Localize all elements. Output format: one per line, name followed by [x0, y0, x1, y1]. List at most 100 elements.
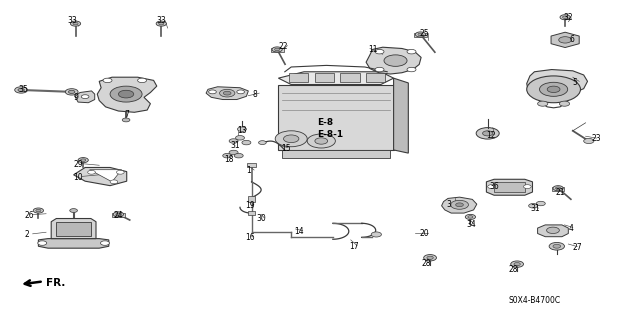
Circle shape: [524, 185, 531, 189]
Bar: [414, 33, 427, 37]
Circle shape: [527, 76, 580, 103]
Circle shape: [536, 201, 545, 206]
Text: 29: 29: [74, 160, 83, 169]
Circle shape: [236, 136, 244, 140]
Circle shape: [36, 209, 41, 212]
Circle shape: [456, 203, 463, 207]
Circle shape: [229, 139, 238, 143]
Circle shape: [220, 89, 235, 97]
Circle shape: [559, 37, 572, 43]
Text: 31: 31: [530, 204, 540, 213]
Text: 2: 2: [24, 230, 29, 239]
Circle shape: [275, 131, 307, 147]
Text: 18: 18: [224, 155, 234, 164]
Text: 32: 32: [563, 13, 573, 22]
Text: 14: 14: [294, 227, 304, 236]
Text: FR.: FR.: [46, 278, 65, 288]
Text: 35: 35: [18, 85, 28, 94]
Text: 15: 15: [282, 144, 291, 153]
Circle shape: [559, 101, 570, 106]
Bar: [248, 211, 255, 215]
Circle shape: [538, 101, 548, 106]
Bar: [112, 213, 125, 217]
Bar: [289, 73, 308, 82]
Circle shape: [100, 241, 109, 245]
Text: 28: 28: [509, 265, 518, 274]
Circle shape: [15, 87, 28, 93]
Circle shape: [78, 158, 88, 163]
Text: 20: 20: [419, 229, 429, 238]
Circle shape: [159, 22, 164, 25]
Circle shape: [81, 95, 89, 99]
Circle shape: [73, 22, 78, 25]
Circle shape: [511, 261, 524, 267]
Circle shape: [33, 208, 44, 213]
Polygon shape: [486, 179, 532, 195]
Circle shape: [529, 204, 538, 208]
Circle shape: [307, 134, 335, 148]
Bar: [315, 73, 334, 82]
Circle shape: [375, 67, 384, 72]
Circle shape: [407, 49, 416, 54]
Text: 9: 9: [74, 93, 79, 102]
Circle shape: [113, 212, 124, 217]
Circle shape: [110, 180, 118, 184]
Circle shape: [315, 138, 328, 144]
Text: 8: 8: [253, 90, 257, 99]
Bar: [552, 187, 564, 191]
Polygon shape: [206, 87, 248, 100]
Polygon shape: [442, 197, 477, 213]
Circle shape: [242, 140, 251, 145]
Circle shape: [483, 131, 493, 136]
Text: 5: 5: [573, 78, 578, 87]
Text: 12: 12: [486, 131, 496, 140]
Circle shape: [468, 216, 473, 218]
Text: 28: 28: [421, 259, 431, 268]
Circle shape: [488, 185, 495, 189]
Circle shape: [116, 170, 124, 174]
Text: 17: 17: [349, 242, 358, 251]
Circle shape: [156, 21, 166, 26]
Bar: [366, 73, 385, 82]
Polygon shape: [278, 72, 394, 85]
Circle shape: [451, 200, 468, 209]
Text: S0X4-B4700C: S0X4-B4700C: [509, 296, 561, 305]
Circle shape: [118, 90, 134, 98]
Text: 34: 34: [466, 220, 476, 229]
Circle shape: [272, 47, 282, 52]
Circle shape: [88, 170, 95, 174]
Circle shape: [81, 159, 86, 161]
Circle shape: [237, 90, 244, 94]
Text: 19: 19: [245, 201, 255, 210]
Text: 16: 16: [245, 233, 255, 242]
Circle shape: [556, 187, 561, 189]
Polygon shape: [51, 219, 96, 239]
Circle shape: [70, 21, 81, 26]
Bar: [248, 196, 255, 202]
Text: 24: 24: [114, 211, 124, 220]
Circle shape: [514, 263, 520, 266]
Polygon shape: [56, 222, 91, 236]
Text: 23: 23: [592, 134, 602, 143]
Circle shape: [116, 213, 121, 216]
Text: 22: 22: [278, 42, 288, 51]
Text: 26: 26: [24, 211, 34, 220]
Text: 13: 13: [237, 126, 246, 135]
Bar: [247, 163, 256, 167]
Circle shape: [122, 118, 130, 122]
Circle shape: [234, 153, 243, 158]
Text: 36: 36: [490, 182, 499, 191]
Circle shape: [229, 150, 238, 155]
Bar: [271, 48, 284, 52]
Text: 3: 3: [447, 200, 452, 209]
Circle shape: [549, 242, 564, 250]
Circle shape: [375, 49, 384, 54]
Bar: [340, 73, 360, 82]
Polygon shape: [527, 70, 588, 96]
Circle shape: [70, 209, 77, 212]
Text: 4: 4: [568, 224, 573, 233]
Circle shape: [553, 244, 561, 248]
Circle shape: [584, 138, 594, 144]
Circle shape: [284, 135, 299, 143]
Text: 21: 21: [556, 189, 565, 197]
